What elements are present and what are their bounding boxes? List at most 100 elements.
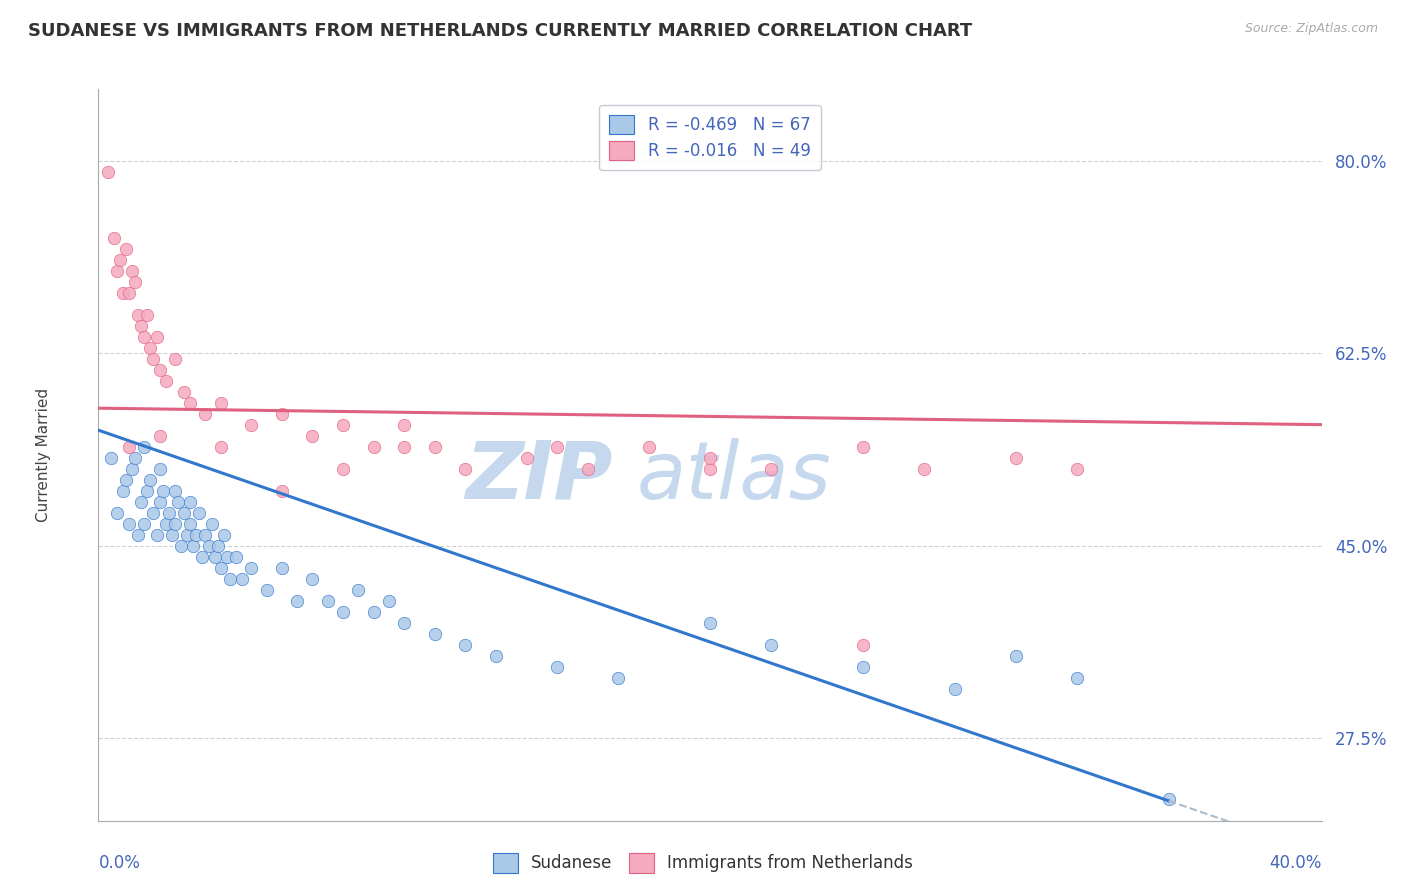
Point bbox=[139, 341, 162, 355]
Point bbox=[179, 395, 201, 409]
Point bbox=[363, 440, 385, 454]
Point bbox=[163, 516, 186, 531]
Text: atlas: atlas bbox=[637, 438, 831, 516]
Point bbox=[240, 417, 263, 432]
Point bbox=[423, 626, 446, 640]
Point bbox=[152, 483, 174, 498]
Point bbox=[225, 549, 247, 564]
Point bbox=[1157, 791, 1180, 805]
Point bbox=[270, 483, 292, 498]
Point bbox=[127, 527, 149, 541]
Point bbox=[163, 483, 186, 498]
Point bbox=[759, 461, 782, 475]
Point bbox=[170, 539, 193, 553]
Point bbox=[155, 516, 177, 531]
Point bbox=[100, 450, 122, 465]
Point bbox=[105, 506, 128, 520]
Point bbox=[546, 659, 568, 673]
Point bbox=[332, 461, 354, 475]
Point bbox=[363, 605, 385, 619]
Point bbox=[546, 440, 568, 454]
Point bbox=[97, 164, 120, 178]
Point bbox=[204, 549, 226, 564]
Point bbox=[194, 527, 217, 541]
Text: 0.0%: 0.0% bbox=[98, 854, 141, 871]
Point bbox=[129, 318, 152, 333]
Point bbox=[163, 351, 186, 366]
Point bbox=[145, 329, 167, 343]
Point bbox=[209, 395, 232, 409]
Point bbox=[111, 285, 134, 300]
Point bbox=[209, 560, 232, 574]
Point bbox=[118, 285, 141, 300]
Point bbox=[485, 648, 508, 663]
Text: SUDANESE VS IMMIGRANTS FROM NETHERLANDS CURRENTLY MARRIED CORRELATION CHART: SUDANESE VS IMMIGRANTS FROM NETHERLANDS … bbox=[28, 22, 973, 40]
Point bbox=[285, 593, 308, 607]
Point bbox=[332, 605, 354, 619]
Point bbox=[186, 527, 208, 541]
Point bbox=[155, 374, 177, 388]
Point bbox=[301, 572, 323, 586]
Point bbox=[188, 506, 211, 520]
Point bbox=[1066, 671, 1088, 685]
Point bbox=[852, 638, 875, 652]
Point bbox=[392, 615, 416, 630]
Point bbox=[212, 527, 235, 541]
Point bbox=[167, 494, 190, 508]
Point bbox=[179, 516, 201, 531]
Point bbox=[136, 308, 159, 322]
Point bbox=[142, 351, 165, 366]
Point bbox=[256, 582, 278, 597]
Point bbox=[149, 494, 172, 508]
Point bbox=[160, 527, 183, 541]
Point bbox=[139, 473, 162, 487]
Point bbox=[347, 582, 370, 597]
Legend: Sudanese, Immigrants from Netherlands: Sudanese, Immigrants from Netherlands bbox=[486, 847, 920, 880]
Point bbox=[209, 440, 232, 454]
Point bbox=[378, 593, 401, 607]
Point bbox=[173, 384, 195, 399]
Point bbox=[207, 539, 229, 553]
Point bbox=[111, 483, 134, 498]
Point bbox=[215, 549, 238, 564]
Point bbox=[231, 572, 253, 586]
Text: 40.0%: 40.0% bbox=[1270, 854, 1322, 871]
Point bbox=[149, 461, 172, 475]
Point bbox=[699, 450, 721, 465]
Point bbox=[316, 593, 339, 607]
Point bbox=[121, 263, 143, 277]
Point bbox=[124, 275, 146, 289]
Point bbox=[179, 494, 201, 508]
Legend: R = -0.469   N = 67, R = -0.016   N = 49: R = -0.469 N = 67, R = -0.016 N = 49 bbox=[599, 105, 821, 170]
Point bbox=[301, 428, 323, 442]
Point bbox=[134, 516, 156, 531]
Point bbox=[121, 461, 143, 475]
Point bbox=[270, 560, 292, 574]
Point bbox=[943, 681, 966, 696]
Text: Currently Married: Currently Married bbox=[37, 388, 51, 522]
Point bbox=[173, 506, 195, 520]
Point bbox=[240, 560, 263, 574]
Point bbox=[118, 440, 141, 454]
Point bbox=[149, 362, 172, 376]
Point bbox=[142, 506, 165, 520]
Point bbox=[1004, 648, 1026, 663]
Point bbox=[124, 450, 146, 465]
Point bbox=[136, 483, 159, 498]
Text: ZIP: ZIP bbox=[465, 438, 612, 516]
Point bbox=[108, 252, 131, 267]
Point bbox=[759, 638, 782, 652]
Point bbox=[454, 638, 477, 652]
Point bbox=[129, 494, 152, 508]
Point bbox=[423, 440, 446, 454]
Point bbox=[115, 473, 138, 487]
Point bbox=[149, 428, 172, 442]
Point bbox=[852, 659, 875, 673]
Point bbox=[134, 329, 156, 343]
Point bbox=[103, 230, 125, 244]
Point bbox=[1004, 450, 1026, 465]
Point bbox=[1066, 461, 1088, 475]
Point bbox=[392, 417, 416, 432]
Point bbox=[157, 506, 180, 520]
Point bbox=[127, 308, 149, 322]
